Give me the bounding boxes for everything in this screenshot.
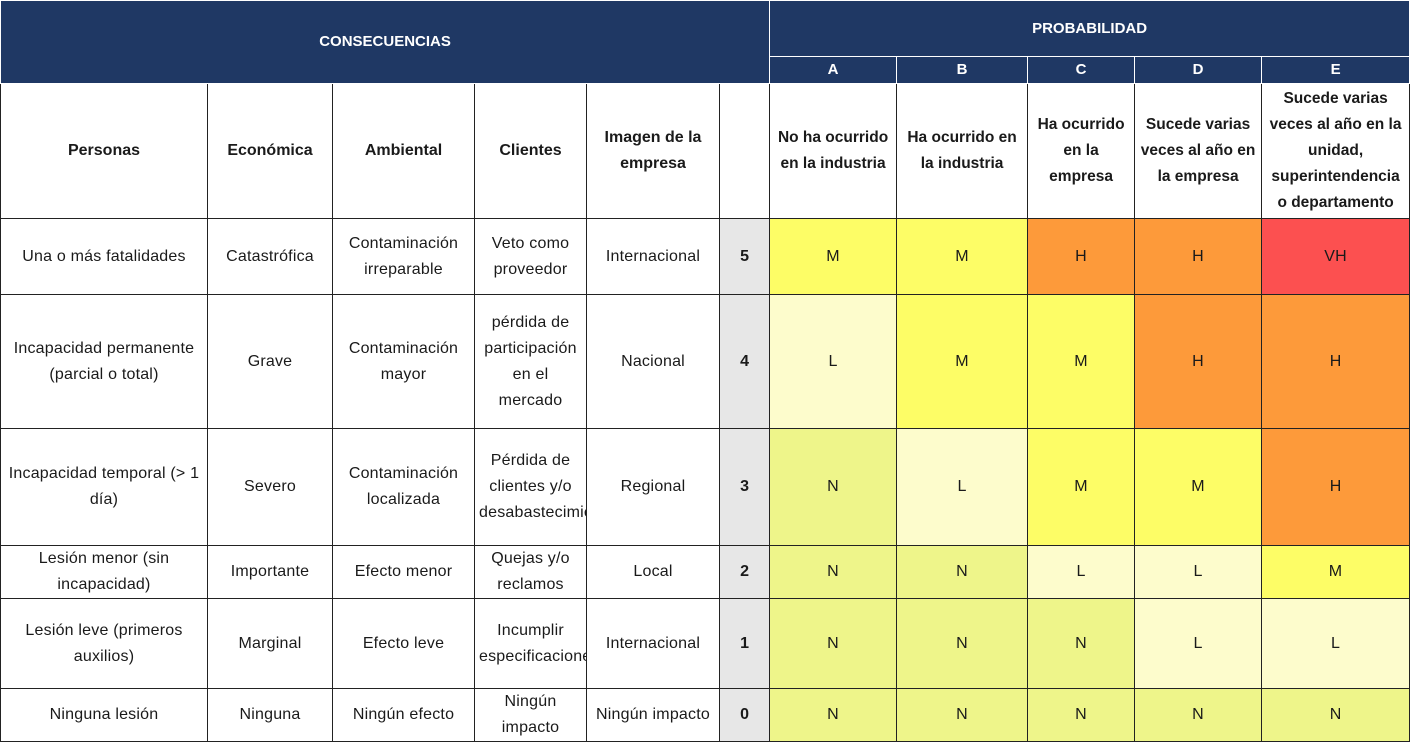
cell-economica: Importante — [207, 545, 333, 599]
column-header-ambiental: Ambiental — [332, 83, 475, 219]
risk-cell-a: N — [769, 545, 898, 599]
consecuencias-header: CONSECUENCIAS — [0, 0, 771, 84]
risk-cell-a: N — [769, 428, 898, 546]
risk-cell-b: M — [896, 218, 1029, 295]
risk-cell-d: L — [1134, 598, 1263, 689]
cell-ambiental: Efecto menor — [332, 545, 475, 599]
risk-cell-c: H — [1027, 218, 1136, 295]
risk-cell-e: L — [1261, 598, 1410, 689]
cell-ambiental: Contaminación irreparable — [332, 218, 475, 295]
risk-cell-e: N — [1261, 688, 1410, 742]
risk-cell-e: H — [1261, 294, 1410, 429]
cell-personas: Incapacidad permanente (parcial o total) — [0, 294, 208, 429]
risk-cell-e: H — [1261, 428, 1410, 546]
matrix-row: Una o más fatalidades Catastrófica Contami… — [0, 218, 1410, 295]
risk-cell-c: M — [1027, 294, 1136, 429]
matrix-row: Lesión leve (primeros auxilios) Marginal E… — [0, 598, 1410, 689]
cell-economica: Ninguna — [207, 688, 333, 742]
cell-economica: Grave — [207, 294, 333, 429]
prob-letter-c: C — [1027, 56, 1136, 84]
cell-economica: Severo — [207, 428, 333, 546]
risk-cell-c: M — [1027, 428, 1136, 546]
cell-clientes: pérdida de participación en el mercado — [474, 294, 587, 429]
cell-clientes: Ningún impacto — [474, 688, 587, 742]
cell-imagen: Internacional — [586, 598, 720, 689]
cell-economica: Marginal — [207, 598, 333, 689]
matrix-row: Incapacidad temporal (> 1 día) Severo Cont… — [0, 428, 1410, 546]
cell-imagen: Local — [586, 545, 720, 599]
risk-cell-e: VH — [1261, 218, 1410, 295]
cell-clientes: Incumplir especificaciones — [474, 598, 587, 689]
risk-cell-d: N — [1134, 688, 1263, 742]
cell-ambiental: Contaminación localizada — [332, 428, 475, 546]
risk-cell-d: M — [1134, 428, 1263, 546]
matrix-row: Lesión menor (sin incapacidad) Importante… — [0, 545, 1410, 599]
risk-cell-c: L — [1027, 545, 1136, 599]
column-header-imagen: Imagen de la empresa — [586, 83, 720, 219]
risk-cell-a: N — [769, 688, 898, 742]
prob-letter-e: E — [1261, 56, 1410, 84]
matrix-row: Ninguna lesión Ninguna Ningún efecto Ningún… — [0, 688, 1410, 742]
cell-clientes: Veto como proveedor — [474, 218, 587, 295]
risk-cell-d: H — [1134, 218, 1263, 295]
risk-cell-d: H — [1134, 294, 1263, 429]
risk-cell-a: M — [769, 218, 898, 295]
prob-letter-a: A — [769, 56, 898, 84]
cell-nivel: 3 — [718, 428, 771, 546]
column-header-economica: Económica — [207, 83, 333, 219]
cell-personas: Una o más fatalidades — [0, 218, 208, 295]
cell-clientes: Pérdida de clientes y/o desabastecimient… — [474, 428, 587, 546]
risk-cell-b: M — [896, 294, 1029, 429]
cell-personas: Lesión menor (sin incapacidad) — [0, 545, 208, 599]
risk-cell-d: L — [1134, 545, 1263, 599]
column-header-nivel — [718, 83, 771, 219]
column-header-clientes: Clientes — [474, 83, 587, 219]
risk-cell-b: N — [896, 598, 1029, 689]
probability-description-b: Ha ocurrido en la industria — [896, 83, 1029, 219]
cell-nivel: 4 — [718, 294, 771, 429]
cell-personas: Incapacidad temporal (> 1 día) — [0, 428, 208, 546]
cell-ambiental: Contaminación mayor — [332, 294, 475, 429]
matrix-row: Incapacidad permanente (parcial o total)… — [0, 294, 1410, 429]
probability-description-a: No ha ocurrido en la industria — [769, 83, 898, 219]
cell-imagen: Internacional — [586, 218, 720, 295]
prob-letter-b: B — [896, 56, 1029, 84]
risk-cell-b: N — [896, 688, 1029, 742]
probabilidad-header: PROBABILIDAD — [769, 0, 1410, 57]
probability-description-e: Sucede varias veces al año en la unidad,… — [1261, 83, 1410, 219]
risk-cell-b: N — [896, 545, 1029, 599]
risk-cell-c: N — [1027, 688, 1136, 742]
cell-imagen: Nacional — [586, 294, 720, 429]
cell-ambiental: Efecto leve — [332, 598, 475, 689]
risk-cell-b: L — [896, 428, 1029, 546]
prob-letter-d: D — [1134, 56, 1263, 84]
risk-cell-a: N — [769, 598, 898, 689]
risk-cell-a: L — [769, 294, 898, 429]
cell-clientes: Quejas y/o reclamos — [474, 545, 587, 599]
cell-imagen: Regional — [586, 428, 720, 546]
column-header-personas: Personas — [0, 83, 208, 219]
probability-description-c: Ha ocurrido en la empresa — [1027, 83, 1136, 219]
cell-ambiental: Ningún efecto — [332, 688, 475, 742]
risk-cell-c: N — [1027, 598, 1136, 689]
cell-nivel: 2 — [718, 545, 771, 599]
cell-personas: Lesión leve (primeros auxilios) — [0, 598, 208, 689]
cell-economica: Catastrófica — [207, 218, 333, 295]
risk-cell-e: M — [1261, 545, 1410, 599]
cell-imagen: Ningún impacto — [586, 688, 720, 742]
probability-description-d: Sucede varias veces al año en la empresa — [1134, 83, 1263, 219]
cell-nivel: 5 — [718, 218, 771, 295]
cell-nivel: 1 — [718, 598, 771, 689]
cell-personas: Ninguna lesión — [0, 688, 208, 742]
cell-nivel: 0 — [718, 688, 771, 742]
